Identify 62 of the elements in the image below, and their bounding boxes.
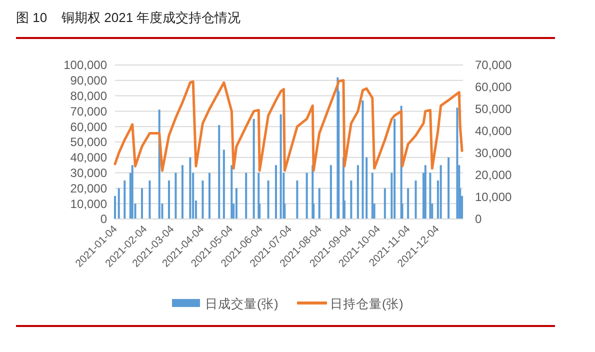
bar xyxy=(218,125,220,219)
bar xyxy=(280,114,282,219)
bar xyxy=(124,180,126,219)
y2-tick-label: 20,000 xyxy=(475,168,512,182)
bar xyxy=(330,165,332,219)
y-tick-label: 30,000 xyxy=(70,166,108,180)
bar xyxy=(140,188,143,219)
bar xyxy=(131,165,134,219)
bar xyxy=(245,172,248,219)
y-tick-label: 10,000 xyxy=(70,196,108,211)
y-tick-label: 100,000 xyxy=(64,58,108,72)
y2-tick-label: 60,000 xyxy=(475,80,512,94)
y2-tick-label: 0 xyxy=(475,212,482,226)
y-tick-label: 40,000 xyxy=(70,150,108,165)
bar xyxy=(407,188,410,219)
bar xyxy=(252,118,255,219)
bar xyxy=(114,196,116,219)
y2-tick-label: 40,000 xyxy=(475,124,512,138)
bar xyxy=(296,180,298,219)
bar xyxy=(318,188,320,219)
bar xyxy=(350,180,352,219)
y-tick-label: 60,000 xyxy=(70,120,108,134)
y2-tick-label: 70,000 xyxy=(475,58,512,72)
bar xyxy=(429,172,432,219)
y2-tick-label: 30,000 xyxy=(475,146,512,160)
y2-tick-label: 50,000 xyxy=(475,102,512,116)
bar xyxy=(168,180,170,219)
bar xyxy=(456,108,458,219)
bar xyxy=(384,188,386,219)
bar xyxy=(371,172,374,219)
line-series xyxy=(114,79,464,172)
bar xyxy=(306,172,308,219)
bar xyxy=(235,188,238,219)
bar xyxy=(189,157,192,219)
y-tick-label: 90,000 xyxy=(70,74,108,88)
bar xyxy=(222,150,225,219)
y-tick-label: 70,000 xyxy=(70,104,108,118)
bar xyxy=(362,100,364,219)
bar xyxy=(448,157,450,219)
y-tick-label: 50,000 xyxy=(70,135,108,150)
bar xyxy=(356,165,359,219)
y-tick-label: 20,000 xyxy=(70,181,108,196)
bar xyxy=(414,180,417,219)
legend-label: 日成交量(张) xyxy=(205,296,278,311)
bar xyxy=(424,165,426,219)
bar xyxy=(118,188,120,219)
bar xyxy=(274,165,277,219)
bar xyxy=(440,165,442,219)
y2-tick-label: 10,000 xyxy=(475,190,512,204)
y-tick-label: 80,000 xyxy=(70,89,108,103)
bar xyxy=(267,180,270,219)
y-tick-label: 0 xyxy=(100,212,108,226)
bar xyxy=(208,172,210,219)
bar xyxy=(174,172,177,219)
bar xyxy=(202,180,204,219)
bar xyxy=(230,165,233,219)
bar xyxy=(366,157,368,219)
bar xyxy=(148,180,151,219)
chart-title: 图 10 铜期权 2021 年度成交持仓情况 xyxy=(16,10,241,25)
legend-label: 日持仓量(张) xyxy=(330,297,404,311)
bar xyxy=(181,165,184,219)
bar xyxy=(394,118,396,219)
